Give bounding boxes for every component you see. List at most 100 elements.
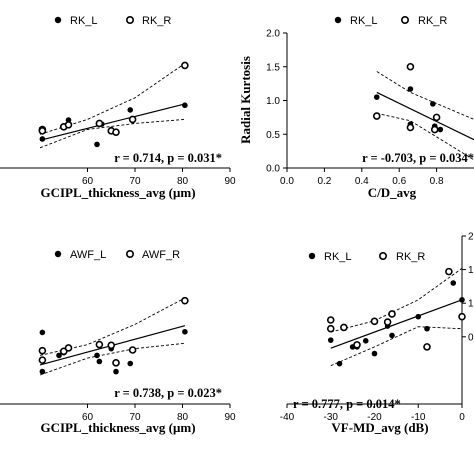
x-tick-label: 90	[224, 176, 236, 187]
data-point-open	[38, 127, 47, 135]
x-tick-label: 90	[224, 412, 236, 423]
x-tick-label: 80	[177, 412, 189, 423]
y-tick-label: 1.5	[266, 62, 280, 73]
data-point-open	[406, 123, 415, 132]
data-point-filled	[407, 86, 414, 92]
panel-top-right: 0.0 0.2 0.4 0.6 0.8 0.0 0.5 1.0 1.5 2.0 Radial Ku…	[238, 15, 474, 200]
x-tick-label: 0.0	[280, 176, 294, 187]
data-point-open	[458, 312, 466, 321]
data-point-filled	[39, 136, 46, 142]
data-point-filled	[459, 297, 465, 303]
x-tick-label: 60	[82, 176, 94, 187]
legend: RK_L RK_R	[308, 251, 425, 263]
legend-label: AWF_L	[70, 249, 106, 261]
data-point-open	[38, 356, 47, 364]
y-tick-label: 0.5	[266, 130, 280, 141]
ci-upper-curve	[39, 63, 186, 135]
legend-label: RK_R	[396, 251, 425, 263]
x-tick-label: -40	[280, 412, 295, 423]
data-point-filled	[39, 329, 46, 336]
legend-marker-filled	[334, 16, 342, 24]
regression-line	[39, 103, 186, 141]
y-tick-label: 1	[468, 265, 474, 276]
x-tick-label: 0.6	[392, 176, 406, 187]
ci-lower-curve	[39, 118, 185, 149]
x-axis-label: GCIPL_thickness_avg (μm)	[40, 420, 195, 435]
ci-lower-curve	[376, 112, 474, 161]
legend-marker-open	[378, 252, 387, 261]
x-tick-label: 0.2	[317, 176, 331, 187]
data-point-filled	[94, 141, 100, 148]
data-point-open	[326, 324, 335, 333]
data-point-open	[181, 296, 189, 305]
data-point-filled	[437, 126, 444, 133]
legend-label: AWF_R	[142, 249, 180, 261]
data-point-filled	[96, 358, 103, 365]
x-axis-label: GCIPL_thickness_avg (μm)	[40, 185, 195, 200]
legend: RK_L RK_R	[334, 15, 447, 27]
data-point-open	[430, 125, 439, 134]
legend-marker-open	[126, 15, 135, 24]
legend-label: RK_L	[324, 251, 352, 263]
data-point-open	[38, 346, 47, 355]
data-point-filled	[373, 94, 380, 100]
x-tick-label: -10	[411, 412, 426, 423]
data-point-filled	[362, 338, 369, 344]
legend-label: RK_R	[418, 15, 447, 27]
data-point-open	[432, 113, 441, 122]
data-point-filled	[94, 352, 100, 359]
y-tick-label: 2	[468, 232, 474, 243]
ci-upper-curve	[330, 267, 463, 333]
x-tick-label: 80	[177, 176, 189, 187]
data-point-filled	[182, 102, 188, 109]
legend: RK_L RK_R	[54, 15, 171, 27]
x-tick-label: -30	[324, 412, 339, 423]
data-point-filled	[56, 352, 62, 359]
data-point-open	[372, 112, 381, 120]
data-point-open	[112, 128, 120, 137]
y-tick-label: 1.0	[266, 96, 280, 107]
data-point-filled	[415, 313, 422, 320]
ci-lower-curve	[39, 342, 185, 376]
legend-label: RK_L	[70, 15, 98, 27]
x-axis-label: C/D_avg	[368, 185, 417, 200]
data-point-open	[95, 340, 104, 349]
data-point-filled	[113, 368, 119, 375]
data-point-open	[128, 346, 137, 354]
regression-line	[376, 91, 474, 141]
data-point-filled	[371, 350, 378, 357]
data-point-filled	[182, 328, 188, 335]
y-tick-label: 0	[468, 332, 474, 343]
data-point-open	[423, 343, 431, 351]
legend-marker-open	[126, 250, 135, 259]
legend: AWF_L AWF_R	[54, 249, 180, 261]
data-point-filled	[127, 360, 134, 367]
data-point-filled	[39, 368, 46, 375]
x-tick-label: 60	[82, 412, 94, 423]
correlation-annotation: r = 0.714, p = 0.031*	[114, 151, 222, 165]
y-tick-label: 0.0	[266, 164, 280, 175]
legend-marker-filled	[54, 16, 62, 24]
legend-marker-filled	[54, 250, 62, 258]
panel-bottom-left: 60 70 80 90 GCIPL_thickness_avg (μm) r = 0.…	[0, 249, 236, 435]
x-tick-label: -20	[367, 412, 382, 423]
data-point-open	[406, 62, 415, 71]
legend-marker-open	[400, 15, 409, 24]
data-point-open	[370, 317, 379, 326]
ci-upper-curve	[376, 71, 474, 120]
data-point-open	[95, 119, 104, 128]
legend-label: RK_R	[142, 15, 171, 27]
data-point-open	[107, 341, 116, 350]
data-point-open	[64, 121, 73, 129]
panel-bottom-right: -40 -30 -20 -10 0 2 1 1 0 VF-MD_avg (dB) r = 0.7…	[280, 232, 474, 436]
y-tick-label: 2.0	[266, 29, 280, 40]
data-point-open	[353, 341, 361, 349]
x-tick-label: 70	[129, 412, 141, 423]
x-tick-label: 0.8	[430, 176, 444, 187]
data-point-open	[445, 267, 453, 276]
data-point-open	[388, 310, 396, 318]
x-tick-label: 70	[129, 176, 141, 187]
legend-label: RK_L	[350, 15, 378, 27]
data-point-filled	[430, 101, 436, 107]
